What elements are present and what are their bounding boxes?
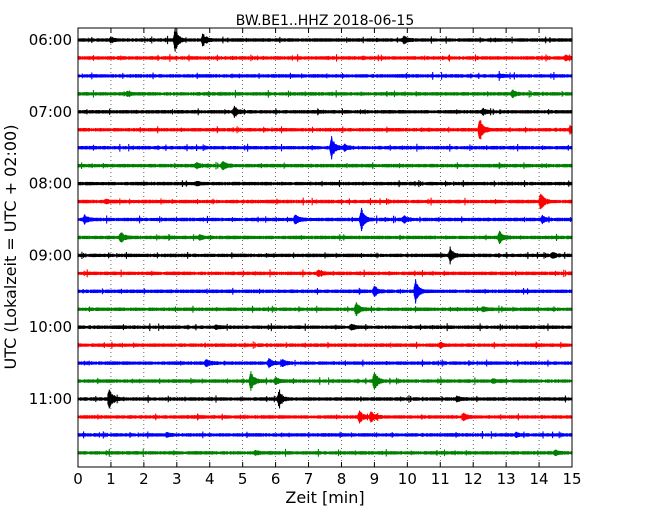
y-tick-label: 10:00 [29, 318, 72, 336]
trace-line [77, 371, 573, 391]
x-tick-label: 10 [398, 470, 417, 488]
trace-line [77, 341, 573, 349]
x-tick-label: 1 [106, 470, 116, 488]
x-tick-label: 11 [431, 470, 450, 488]
x-tick-label: 9 [370, 470, 380, 488]
trace-line [77, 410, 573, 424]
x-tick-label: 3 [172, 470, 182, 488]
y-tick-label: 07:00 [29, 103, 72, 121]
y-tick-label: 06:00 [29, 31, 72, 49]
trace-line [77, 28, 573, 52]
trace-line [77, 180, 573, 188]
y-tick-label: 11:00 [29, 390, 72, 408]
x-axis-label: Zeit [min] [285, 488, 364, 507]
y-tick-label: 09:00 [29, 246, 72, 264]
x-axis-ticks: 0 1 2 3 4 5 6 7 8 9 10 11 12 13 14 15 [73, 28, 582, 488]
trace-line [77, 120, 573, 140]
trace-line [77, 323, 573, 332]
trace-line [77, 105, 573, 118]
x-tick-label: 2 [139, 470, 149, 488]
trace-line [77, 136, 573, 160]
trace-line [77, 389, 573, 409]
chart-title: BW.BE1..HHZ 2018-06-15 [236, 13, 415, 29]
trace-line [77, 279, 573, 304]
trace-line [77, 89, 573, 99]
y-axis-label: UTC (Lokalzeit = UTC + 02:00) [1, 125, 20, 370]
x-tick-label: 12 [464, 470, 483, 488]
x-tick-label: 6 [271, 470, 281, 488]
y-tick-label: 08:00 [29, 175, 72, 193]
trace-line [77, 193, 573, 210]
trace-line [77, 448, 573, 457]
x-tick-label: 15 [562, 470, 581, 488]
y-axis-ticks: 06:00 07:00 08:00 09:00 10:00 11:00 [29, 31, 572, 408]
trace-line [77, 246, 573, 265]
trace-line [77, 207, 573, 232]
traces [77, 28, 573, 457]
x-tick-label: 8 [337, 470, 347, 488]
trace-line [77, 54, 573, 62]
trace-line [77, 161, 573, 171]
x-tick-label: 5 [238, 470, 248, 488]
trace-line [77, 357, 573, 369]
trace-line [77, 70, 573, 81]
x-tick-label: 0 [73, 470, 83, 488]
x-tick-label: 7 [304, 470, 314, 488]
trace-line [77, 302, 573, 317]
x-tick-label: 4 [205, 470, 215, 488]
plot-frame [77, 27, 573, 468]
x-tick-label: 13 [497, 470, 516, 488]
trace-line [77, 269, 573, 278]
trace-line [77, 230, 573, 245]
x-tick-label: 14 [530, 470, 549, 488]
trace-line [77, 431, 573, 439]
